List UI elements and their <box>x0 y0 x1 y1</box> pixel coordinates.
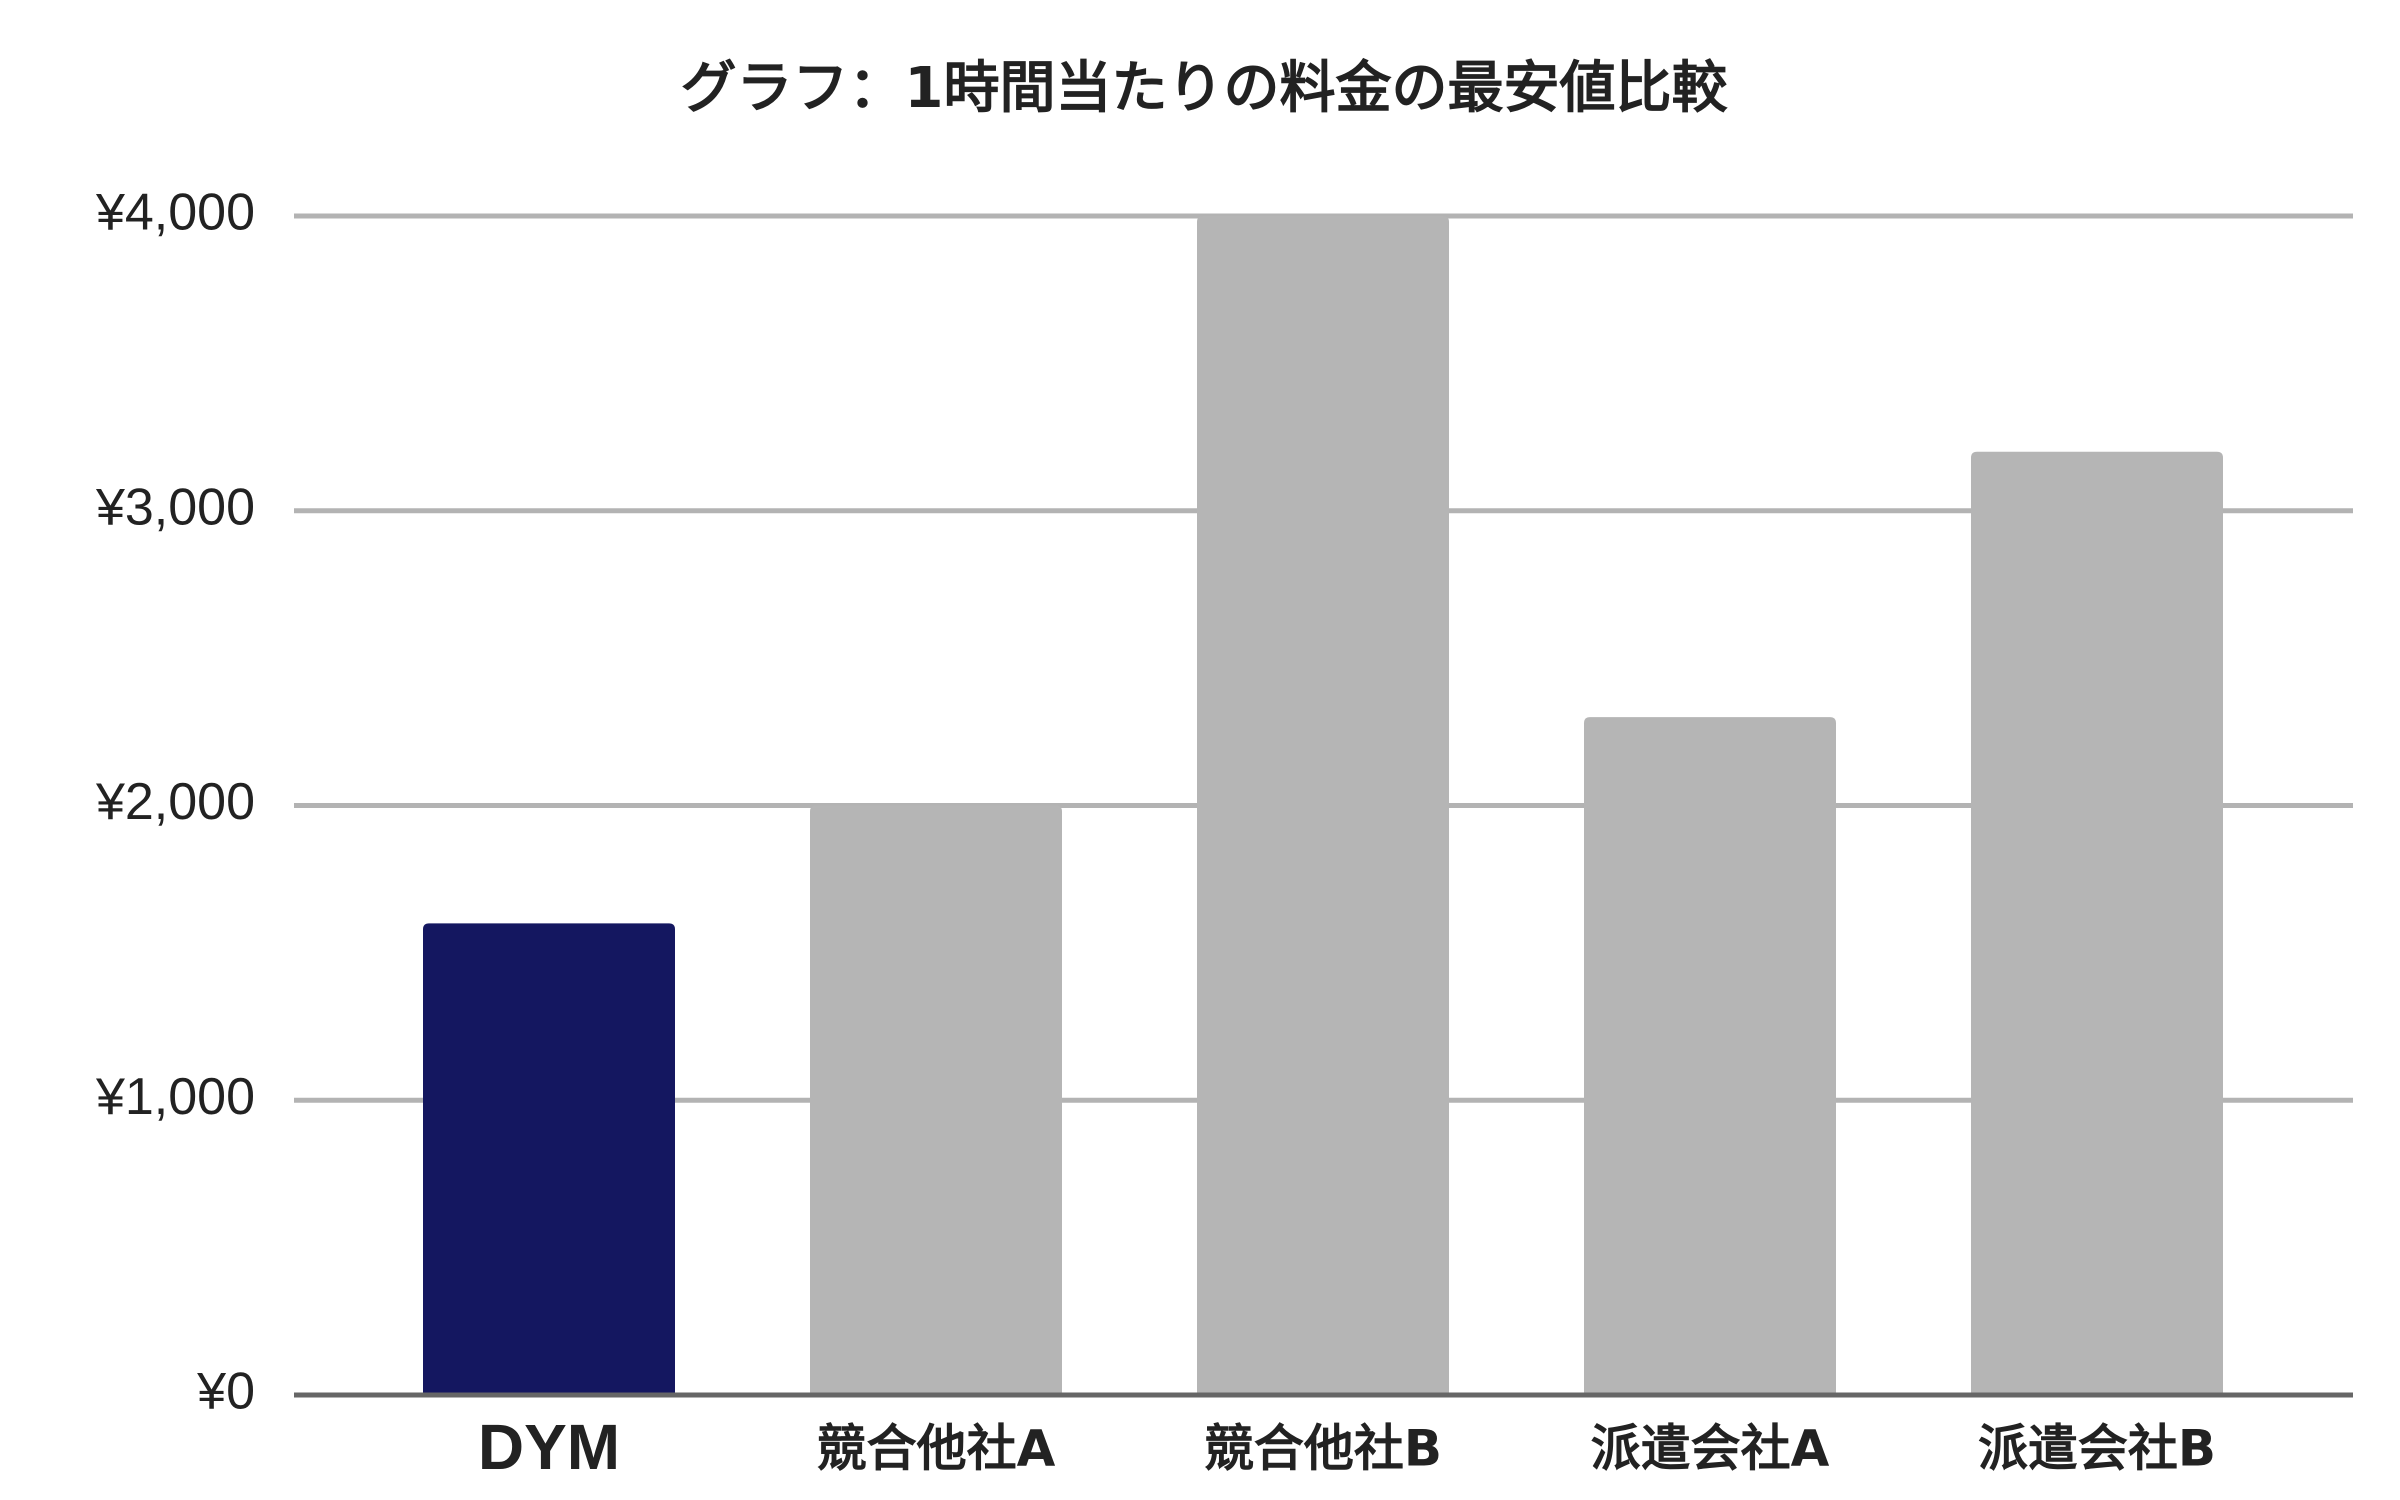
x-tick-label: 派遣会社A <box>1591 1420 1830 1478</box>
y-tick-label: ¥2,000 <box>95 773 255 831</box>
x-tick-label: 派遣会社B <box>1978 1420 2216 1478</box>
x-tick-label: DYM <box>478 1411 620 1483</box>
y-tick-label: ¥4,000 <box>95 184 255 242</box>
x-tick-label: 競合他社A <box>817 1420 1056 1478</box>
bar <box>423 923 675 1395</box>
chart-title: グラフ：1時間当たりの料金の最安値比較 <box>681 56 1729 121</box>
bar <box>810 805 1062 1395</box>
bar <box>1584 717 1836 1395</box>
y-tick-label: ¥0 <box>196 1363 255 1421</box>
y-tick-label: ¥1,000 <box>95 1068 255 1126</box>
x-tick-label: 競合他社B <box>1204 1420 1442 1478</box>
bar <box>1971 451 2223 1395</box>
y-tick-label: ¥3,000 <box>95 478 255 536</box>
bar <box>1197 216 1449 1395</box>
